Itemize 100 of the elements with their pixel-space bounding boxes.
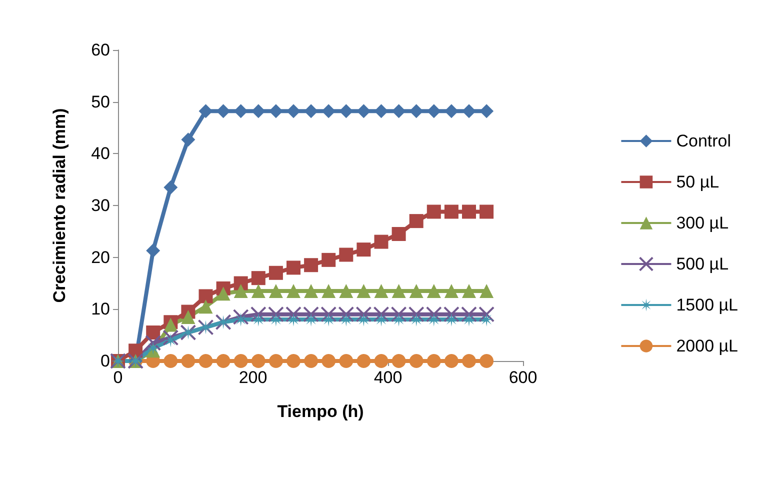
point (392, 284, 406, 298)
point (480, 204, 494, 219)
point (286, 306, 302, 322)
point (286, 260, 300, 275)
point (234, 354, 248, 368)
point (304, 312, 318, 327)
point (356, 284, 371, 298)
point (444, 204, 458, 219)
point (304, 284, 318, 298)
point (462, 354, 476, 368)
x-tick-label: 600 (508, 368, 538, 387)
y-tick-label: 40 (91, 144, 110, 164)
legend-label: Control (676, 132, 732, 150)
point (268, 312, 283, 327)
y-axis-title: Crecimiento radial (mm) (50, 108, 69, 303)
point (462, 204, 476, 219)
point (426, 312, 441, 327)
point (181, 132, 196, 147)
point (409, 104, 424, 118)
point (250, 306, 266, 322)
point (409, 354, 424, 368)
point (392, 227, 406, 242)
y-tick-label: 30 (91, 196, 110, 215)
point (339, 284, 354, 298)
point (426, 306, 442, 322)
point (322, 354, 336, 368)
point (146, 341, 160, 356)
point (181, 310, 196, 324)
x-axis-title: Tiempo (h) (277, 402, 364, 421)
point (251, 354, 266, 368)
point (286, 284, 300, 298)
point (164, 333, 178, 348)
point (251, 271, 266, 286)
y-tick-label: 0 (100, 352, 110, 370)
point (339, 248, 354, 262)
point (373, 306, 390, 322)
point (216, 286, 230, 301)
point (145, 334, 162, 351)
point (374, 104, 388, 118)
point (356, 242, 371, 257)
y-tick-label: 60 (91, 40, 110, 60)
point (181, 354, 196, 368)
point (304, 258, 318, 272)
point (322, 252, 336, 267)
point (322, 284, 336, 298)
point (392, 312, 406, 327)
point (462, 284, 476, 298)
point (320, 306, 337, 322)
point (216, 104, 230, 118)
point (426, 284, 441, 298)
point (234, 104, 248, 118)
point (146, 244, 160, 258)
point (268, 354, 283, 368)
point (286, 312, 300, 327)
point (478, 306, 495, 322)
point (304, 104, 318, 118)
point (443, 306, 460, 322)
point (339, 354, 354, 368)
point (286, 354, 300, 368)
point (146, 325, 160, 340)
y-tick-label: 50 (91, 92, 110, 112)
point (409, 214, 424, 228)
point (356, 354, 371, 368)
point (409, 284, 424, 298)
legend-label: 500 µL (676, 254, 729, 274)
point (444, 312, 458, 327)
point (480, 284, 494, 298)
point (392, 104, 406, 118)
point (251, 284, 266, 298)
point (356, 104, 371, 118)
point (426, 204, 441, 219)
point (268, 266, 283, 280)
point (444, 104, 458, 118)
point (374, 354, 388, 368)
point (480, 354, 494, 368)
point (392, 354, 406, 368)
legend-label: 300 µL (676, 214, 729, 232)
point (462, 312, 476, 327)
point (232, 308, 249, 325)
y-tick-label: 10 (91, 300, 110, 319)
point (444, 354, 458, 368)
point (338, 306, 354, 322)
point (409, 312, 424, 327)
point (322, 104, 336, 118)
x-tick-label: 400 (374, 368, 402, 387)
point (268, 306, 284, 322)
legend-label: 2000 µL (676, 336, 738, 356)
x-tick-label: 0 (113, 368, 123, 387)
point (374, 234, 388, 249)
point (461, 306, 477, 322)
point (426, 104, 441, 118)
point (251, 104, 266, 118)
point (164, 354, 178, 368)
point (426, 354, 441, 368)
point (198, 104, 213, 118)
point (356, 306, 372, 322)
point (374, 284, 388, 298)
point (216, 354, 230, 368)
point (480, 312, 494, 327)
point (198, 289, 213, 304)
